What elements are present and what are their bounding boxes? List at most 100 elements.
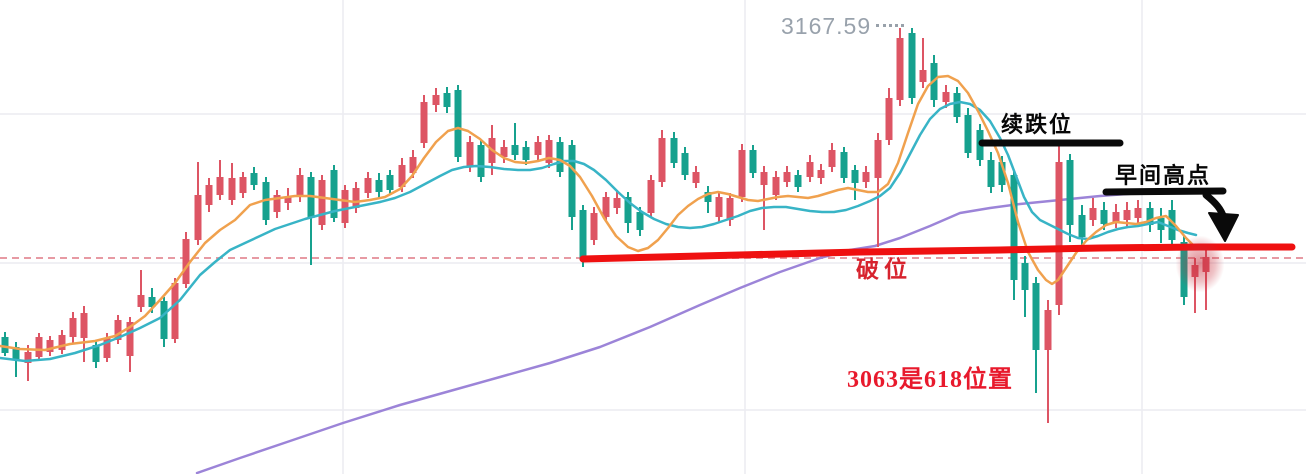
candle-body (375, 180, 383, 192)
candle-body (1168, 210, 1176, 240)
candle-body (817, 170, 825, 178)
ma-fast-line (0, 74, 1195, 352)
candle-body (1, 337, 9, 353)
ma-slow-line (195, 190, 1167, 474)
candle-body (273, 195, 281, 212)
candle-body (1146, 208, 1154, 225)
candle-body (964, 115, 972, 153)
candle-body (216, 177, 224, 195)
down-arrow-head-icon (1208, 212, 1239, 242)
candle-body (953, 93, 961, 117)
annotation-continue-drop-level: 续跌位 (1001, 112, 1074, 137)
candle-body (624, 197, 632, 223)
candle-body (647, 180, 655, 213)
candle-body (681, 153, 689, 175)
candle-body (171, 283, 179, 339)
candle-body (46, 340, 54, 352)
candle-body (896, 38, 904, 100)
candle-body (534, 142, 542, 155)
candle-body (239, 177, 247, 193)
candle-body (1032, 283, 1040, 350)
candle-body (908, 33, 916, 98)
candle-body (103, 338, 111, 358)
candle-body (851, 170, 859, 183)
candle-body (692, 172, 700, 183)
candle-body (92, 345, 100, 362)
candle-body (126, 322, 134, 356)
candle-body (398, 165, 406, 187)
candle-body (284, 197, 292, 203)
candle-body (137, 295, 145, 307)
annotation-morning-high: 早间高点 (1115, 163, 1212, 188)
candle-body (205, 185, 213, 205)
candle-body (1021, 263, 1029, 290)
candle-body (704, 192, 712, 202)
candle-body (386, 175, 394, 190)
candle-body (806, 162, 814, 177)
candle-body (1100, 210, 1108, 224)
candle-body (12, 347, 20, 360)
candle-body (715, 197, 723, 217)
candle-body (69, 318, 77, 337)
candle-body (500, 147, 508, 157)
candle-body (80, 313, 88, 338)
candle-body (182, 239, 190, 284)
candle-body (738, 150, 746, 197)
candle-body (1134, 208, 1142, 218)
candle-body (364, 178, 372, 193)
candle-body (794, 175, 802, 187)
candle-body (760, 172, 768, 185)
candle-body (443, 93, 451, 107)
candle-body (783, 172, 791, 182)
candle-body (35, 337, 43, 357)
candle-body (579, 210, 587, 260)
candle-body (568, 145, 576, 217)
candle-body (477, 145, 485, 177)
ma-mid-line (0, 100, 1198, 363)
candle-body (862, 172, 870, 182)
candle-body (194, 195, 202, 240)
candle-body (454, 90, 462, 157)
morning-high-underline (1102, 187, 1227, 196)
annotation-breakdown-level: 破位 (856, 257, 912, 282)
candle-body (1055, 162, 1063, 305)
candle-body (670, 138, 678, 163)
candle-body (1112, 212, 1120, 222)
candle-body (466, 142, 474, 167)
candle-body (318, 180, 326, 225)
candle-body (998, 162, 1006, 185)
candle-body (307, 177, 315, 218)
candle-body (590, 213, 598, 240)
candle-body (636, 212, 644, 230)
candle-body (1044, 310, 1052, 350)
candle-body (874, 140, 882, 178)
candle-body (772, 177, 780, 195)
candle-body (1066, 160, 1074, 225)
candle-body (545, 140, 553, 163)
candle-body (942, 92, 950, 102)
candle-body (148, 297, 156, 307)
candle-body (1123, 210, 1131, 220)
candle-body (228, 178, 236, 200)
candle-body (828, 150, 836, 167)
highlight-glow-marker (1176, 236, 1224, 292)
candle-body (352, 188, 360, 208)
candle-body (1089, 208, 1097, 220)
candle-body (613, 198, 621, 208)
candle-body (160, 301, 168, 339)
candle-body (987, 160, 995, 187)
candle-body (840, 152, 848, 178)
candle-body (726, 198, 734, 220)
price-leader-dots-icon (876, 24, 904, 27)
candle-body (114, 320, 122, 340)
candle-body (511, 145, 519, 155)
candle-body (409, 157, 417, 173)
candle-body (1010, 175, 1018, 280)
candle-body (1078, 215, 1086, 237)
candle-body (658, 138, 666, 182)
high-price-label: 3167.59 (781, 13, 872, 39)
candle-body (420, 102, 428, 143)
candle-body (556, 142, 564, 172)
